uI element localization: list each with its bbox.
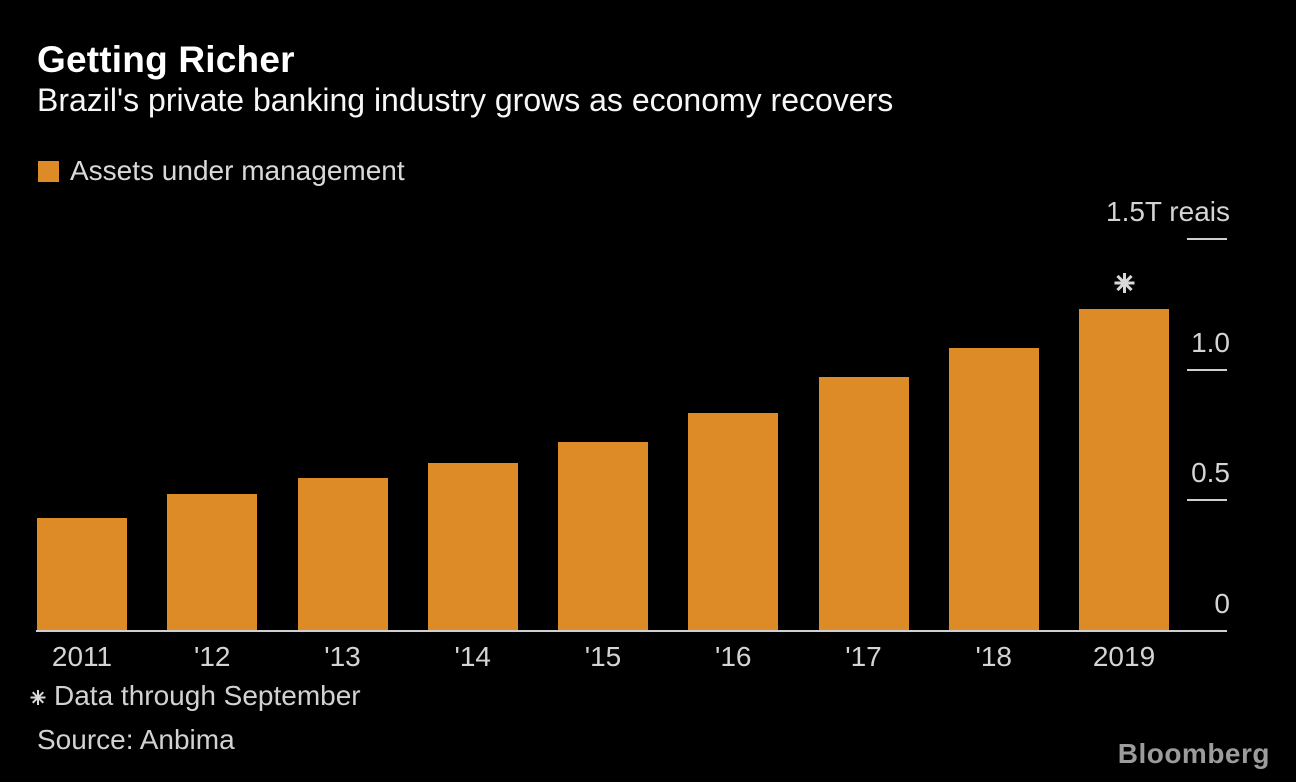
chart-subtitle: Brazil's private banking industry grows … [37,82,894,118]
x-axis-label-12: '12 [194,641,231,672]
plot-area [37,238,1169,630]
x-axis-label-16: '16 [715,641,752,672]
legend: Assets under management [38,157,405,185]
y-tick-label-0: 0 [1214,588,1230,619]
y-tick-line-1.5 [1187,238,1227,240]
bloomberg-logo: Bloomberg [1117,738,1270,769]
bar-14 [427,462,518,630]
asterisk-marker-icon [1114,272,1134,293]
bar-17 [818,376,909,630]
footnote: Data through September [30,682,361,710]
bar-12 [167,494,258,630]
x-axis-label-13: '13 [324,641,361,672]
bar-16 [688,413,779,630]
x-axis-label-15: '15 [584,641,622,672]
source-label: Source: Anbima [37,724,235,755]
x-axis-label-2019: 2019 [1092,641,1156,672]
x-axis-line [36,630,1227,632]
bar-2019 [1079,308,1169,630]
bar-15 [558,441,648,630]
x-axis-label-14: '14 [454,641,492,672]
x-axis-label-18: '18 [975,641,1013,672]
footnote-text: Data through September [54,680,361,711]
legend-swatch-icon [38,160,59,182]
bar-18 [948,347,1039,630]
bar-2011 [37,517,127,630]
x-axis-label-17: '17 [845,641,882,672]
y-tick-label-1: 1.0 [1191,326,1230,358]
x-axis-label-2011: 2011 [51,641,113,672]
y-tick-line-0.5 [1187,499,1227,502]
chart-title: Getting Richer [37,39,295,80]
legend-label: Assets under management [70,155,405,186]
y-tick-label-1.5: 1.5T reais [1106,196,1230,227]
y-tick-line-1 [1187,368,1227,371]
bar-13 [297,478,388,630]
y-tick-label-0.5: 0.5 [1191,457,1230,489]
asterisk-icon [30,690,45,705]
